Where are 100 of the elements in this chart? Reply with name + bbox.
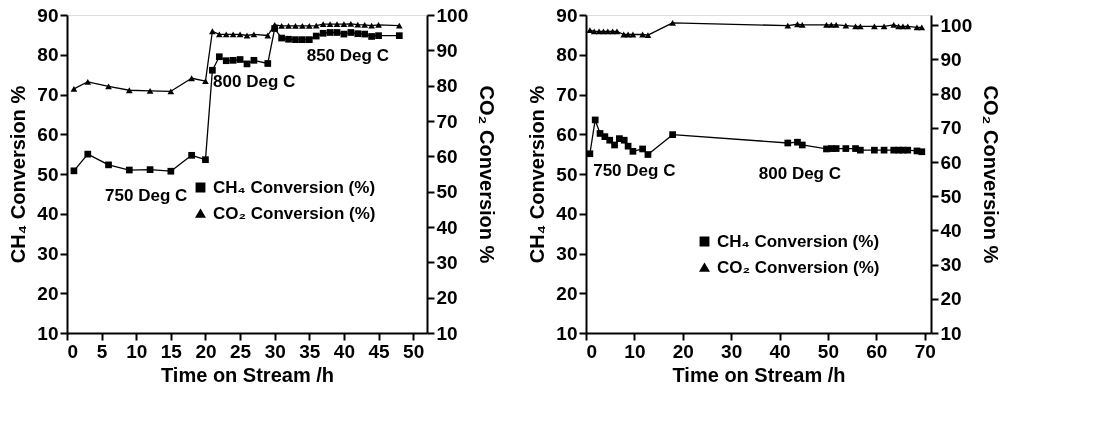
x-tick-label: 0 (67, 340, 79, 362)
point (146, 88, 154, 94)
point (236, 31, 244, 38)
point (918, 24, 926, 31)
point (784, 22, 792, 29)
x-tick-label: 0 (586, 340, 598, 362)
point (236, 56, 244, 63)
y-tick-label: 50 (556, 163, 578, 185)
legend-label: CO₂ Conversion (%) (213, 203, 376, 223)
y-tick-label: 20 (37, 282, 59, 304)
x-tick-label: 50 (817, 340, 840, 362)
point (857, 146, 864, 154)
point (202, 78, 209, 84)
point (84, 78, 92, 85)
y-axis-title: CH₄ Conversion % (7, 85, 30, 264)
y2-tick-label: 40 (436, 216, 458, 238)
point (250, 56, 258, 64)
point (794, 21, 801, 28)
point (880, 23, 888, 30)
y-tick-label: 90 (556, 4, 578, 26)
y2-tick-label: 90 (940, 48, 962, 70)
x-tick-label: 25 (230, 340, 252, 362)
point (278, 34, 285, 42)
point (84, 150, 92, 158)
x-tick-label: 45 (368, 340, 391, 362)
point (871, 146, 878, 154)
y-tick-label: 70 (556, 84, 578, 105)
point (222, 31, 230, 38)
point (188, 75, 195, 82)
point (395, 22, 403, 29)
x-tick-label: 50 (403, 340, 425, 362)
point (842, 22, 850, 29)
y2-tick-label: 80 (436, 75, 458, 97)
y2-axis-title: CO₂ Conversion % (476, 85, 499, 264)
point (167, 167, 175, 175)
point (639, 145, 646, 153)
point (264, 60, 272, 67)
annotation: 800 Deg C (758, 164, 841, 183)
y2-tick-label: 10 (436, 322, 458, 344)
point (880, 146, 888, 154)
y2-tick-label: 20 (940, 288, 962, 310)
point (222, 57, 230, 65)
y2-tick-label: 90 (436, 39, 458, 61)
point (70, 85, 78, 92)
point (202, 156, 209, 164)
point (326, 29, 334, 36)
point (629, 147, 637, 155)
x-tick-label: 60 (866, 340, 888, 362)
point (146, 166, 154, 173)
x-axis-title: Time on Stream /h (160, 363, 335, 386)
y-tick-label: 80 (37, 44, 59, 66)
x-tick-label: 30 (721, 340, 743, 362)
y-tick-label: 60 (37, 123, 59, 145)
y2-tick-label: 100 (436, 4, 469, 26)
point (188, 151, 195, 159)
y2-tick-label: 30 (436, 251, 458, 273)
point (904, 146, 912, 154)
point (333, 21, 341, 28)
y2-tick-label: 50 (436, 181, 458, 203)
y-tick-label: 40 (37, 203, 59, 225)
point (285, 23, 292, 29)
y2-tick-label: 70 (436, 110, 458, 132)
point (368, 22, 375, 29)
point (209, 28, 216, 35)
point (832, 22, 840, 28)
y2-tick-label: 10 (940, 322, 962, 344)
point (375, 32, 382, 40)
point (354, 30, 362, 38)
legend-label: CH₄ Conversion (%) (717, 231, 880, 251)
y2-axis-title: CO₂ Conversion % (980, 85, 1003, 264)
y2-tick-label: 30 (940, 254, 962, 276)
point (368, 33, 375, 40)
y-tick-label: 90 (37, 4, 59, 26)
point (347, 29, 355, 36)
annotation: 750 Deg C (105, 186, 188, 206)
x-tick-label: 15 (160, 340, 183, 362)
point (832, 145, 840, 152)
x-axis-title: Time on Stream /h (672, 363, 846, 386)
x-tick-label: 30 (264, 340, 286, 362)
point (229, 56, 237, 64)
point (644, 151, 652, 158)
y-axis-title: CH₄ Conversion % (526, 85, 549, 264)
annotation: 800 Deg C (213, 71, 296, 91)
point (215, 53, 223, 61)
point (305, 23, 313, 29)
point (904, 23, 912, 30)
point (285, 35, 292, 43)
point (312, 22, 320, 29)
point (299, 36, 306, 43)
y-tick-label: 70 (37, 84, 59, 105)
point (827, 22, 835, 28)
point (375, 21, 382, 28)
point (319, 29, 327, 37)
point (209, 66, 216, 74)
point (669, 19, 676, 26)
point (857, 23, 864, 30)
y2-tick-label: 60 (940, 151, 962, 173)
annotation: 850 Deg C (306, 46, 389, 66)
point (278, 23, 285, 29)
point (918, 148, 926, 156)
